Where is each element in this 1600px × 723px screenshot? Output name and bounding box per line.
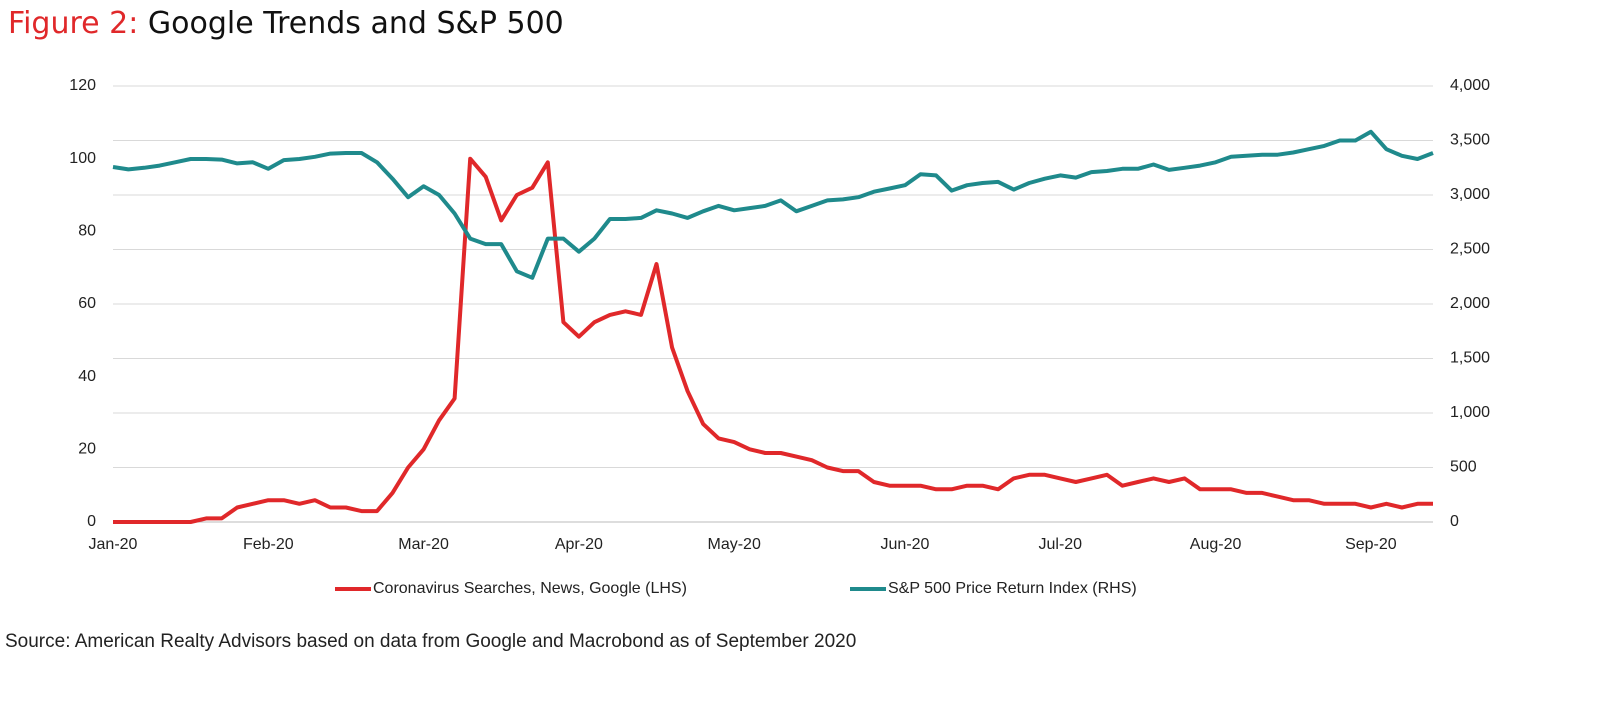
x-tick-label: Sep-20	[1345, 536, 1397, 553]
y-tick-label: 80	[78, 223, 96, 240]
y-tick-label: 100	[69, 150, 96, 167]
x-tick-label: Mar-20	[398, 536, 449, 553]
line-series	[113, 156, 1433, 524]
y2-tick-label: 3,000	[1450, 186, 1490, 203]
y-tick-label: 20	[78, 441, 96, 458]
line-series	[112, 129, 1434, 280]
x-tick-label: Feb-20	[243, 536, 294, 553]
x-tick-label: Apr-20	[555, 536, 603, 553]
source: Source: American Realty Advisors based o…	[5, 631, 856, 652]
x-tick-label: Jul-20	[1039, 536, 1083, 553]
y2-tick-label: 0	[1450, 513, 1459, 530]
y2-tick-label: 3,500	[1450, 132, 1490, 149]
chart-title: Figure 2: Google Trends and S&P 500	[8, 6, 564, 41]
x-tick-label: May-20	[707, 536, 760, 553]
y-tick-label: 0	[87, 513, 96, 530]
title: Google Trends and S&P 500	[148, 6, 564, 41]
y-tick-label: 60	[78, 295, 96, 312]
y2-tick-label: 1,000	[1450, 404, 1490, 421]
legend-label: Coronavirus Searches, News, Google (LHS)	[373, 580, 687, 597]
figure-label: Figure 2:	[8, 6, 138, 41]
y2-tick-label: 2,500	[1450, 241, 1490, 258]
x-tick-label: Aug-20	[1190, 536, 1242, 553]
y2-tick-label: 1,500	[1450, 350, 1490, 367]
x-tick-label: Jun-20	[881, 536, 930, 553]
legend-label: S&P 500 Price Return Index (RHS)	[888, 580, 1137, 597]
y2-tick-label: 4,000	[1450, 77, 1490, 94]
y-tick-label: 40	[78, 368, 96, 385]
x-tick-label: Jan-20	[89, 536, 138, 553]
y2-tick-label: 500	[1450, 459, 1477, 476]
y2-tick-label: 2,000	[1450, 295, 1490, 312]
y-tick-label: 120	[69, 77, 96, 94]
